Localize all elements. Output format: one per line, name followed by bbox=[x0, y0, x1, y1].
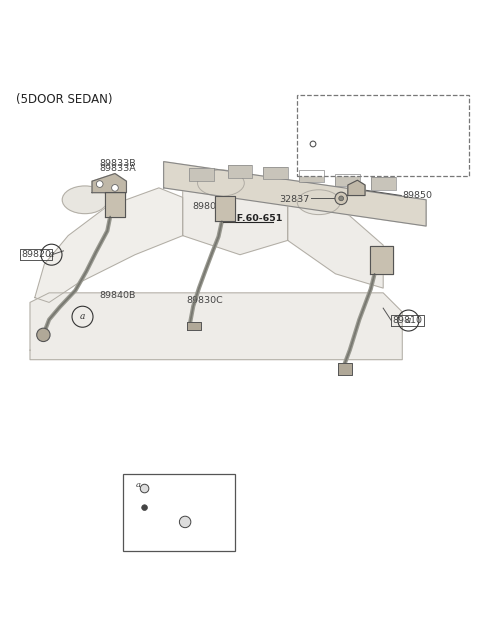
Polygon shape bbox=[215, 195, 235, 221]
Polygon shape bbox=[92, 174, 126, 193]
Text: 89833A: 89833A bbox=[99, 165, 136, 174]
Circle shape bbox=[339, 196, 344, 201]
Bar bbox=[299, 170, 324, 182]
Text: 89833B: 89833B bbox=[99, 159, 136, 168]
Text: 89830C: 89830C bbox=[187, 296, 223, 305]
Polygon shape bbox=[348, 180, 365, 195]
Circle shape bbox=[140, 484, 149, 493]
Text: 32837: 32837 bbox=[279, 195, 309, 204]
Bar bbox=[371, 177, 396, 190]
Bar bbox=[299, 170, 324, 182]
Circle shape bbox=[96, 181, 103, 187]
Circle shape bbox=[310, 141, 316, 147]
Text: a: a bbox=[80, 312, 85, 322]
Circle shape bbox=[112, 185, 118, 191]
Text: 88878: 88878 bbox=[136, 496, 165, 505]
Ellipse shape bbox=[198, 170, 244, 196]
Polygon shape bbox=[164, 161, 426, 226]
Text: 89810: 89810 bbox=[393, 316, 423, 325]
Text: (W/LUGGAGE UNDER
FLOOR BOX): (W/LUGGAGE UNDER FLOOR BOX) bbox=[332, 100, 434, 121]
Text: 88877: 88877 bbox=[171, 536, 200, 545]
Bar bbox=[264, 167, 288, 179]
Circle shape bbox=[335, 192, 348, 204]
Polygon shape bbox=[370, 246, 393, 274]
Circle shape bbox=[180, 516, 191, 528]
Polygon shape bbox=[35, 188, 183, 302]
Bar bbox=[228, 165, 252, 178]
Polygon shape bbox=[30, 293, 402, 359]
Text: 89820: 89820 bbox=[22, 250, 51, 259]
Text: (5DOOR SEDAN): (5DOOR SEDAN) bbox=[16, 93, 112, 106]
Polygon shape bbox=[183, 174, 288, 255]
Bar bbox=[190, 168, 214, 181]
Polygon shape bbox=[106, 192, 125, 217]
Text: 89850: 89850 bbox=[402, 191, 432, 200]
FancyBboxPatch shape bbox=[297, 95, 469, 176]
Text: 89852A: 89852A bbox=[325, 120, 360, 129]
Bar bbox=[335, 174, 360, 186]
Ellipse shape bbox=[297, 190, 340, 215]
Circle shape bbox=[36, 328, 50, 341]
Text: 89801: 89801 bbox=[192, 201, 222, 210]
Text: REF.60-651: REF.60-651 bbox=[223, 214, 283, 223]
Bar bbox=[190, 168, 214, 181]
Bar bbox=[371, 177, 396, 190]
Bar bbox=[264, 167, 288, 179]
Text: a: a bbox=[136, 481, 141, 489]
Text: 89852A: 89852A bbox=[331, 152, 365, 161]
Bar bbox=[338, 363, 352, 375]
FancyBboxPatch shape bbox=[123, 474, 235, 550]
Polygon shape bbox=[288, 193, 383, 288]
Circle shape bbox=[142, 505, 147, 511]
Ellipse shape bbox=[62, 186, 108, 213]
Bar bbox=[335, 174, 360, 186]
Text: 89840B: 89840B bbox=[99, 291, 135, 300]
Text: a: a bbox=[49, 250, 54, 259]
Bar bbox=[187, 322, 201, 330]
Bar bbox=[228, 165, 252, 178]
Text: a: a bbox=[406, 316, 411, 325]
